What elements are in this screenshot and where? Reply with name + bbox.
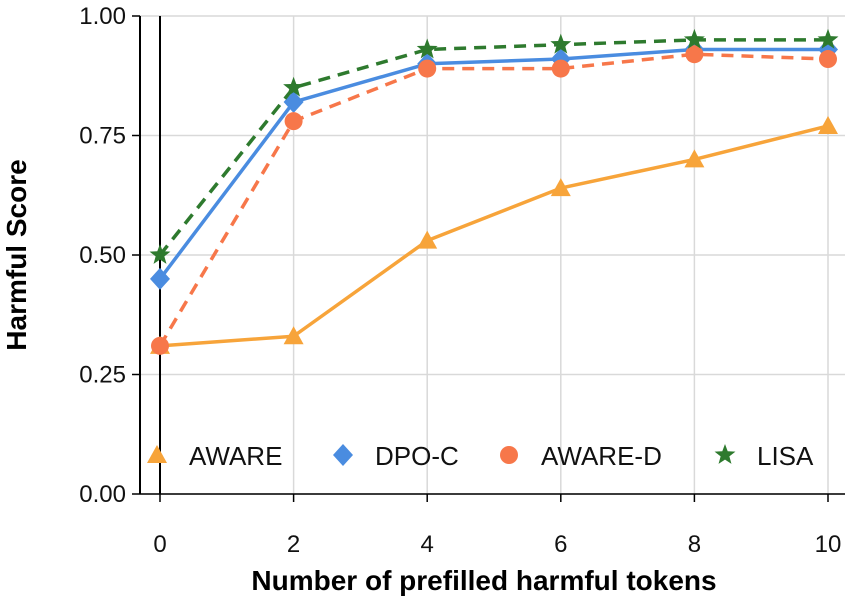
legend-item-lisa: LISA xyxy=(714,441,814,471)
x-tick-label: 10 xyxy=(815,531,842,558)
data-point xyxy=(685,45,704,64)
data-point xyxy=(551,59,570,78)
data-point xyxy=(550,33,572,54)
legend-marker xyxy=(500,446,518,464)
data-point xyxy=(418,59,437,78)
data-point xyxy=(283,326,304,345)
data-point xyxy=(818,115,838,134)
series-dpo-c xyxy=(150,38,838,290)
y-axis-title: Harmful Score xyxy=(1,159,32,350)
data-point xyxy=(684,149,705,168)
data-point xyxy=(817,28,839,49)
data-point xyxy=(550,178,571,197)
series-aware xyxy=(150,115,838,354)
data-point xyxy=(284,112,303,131)
series-line xyxy=(158,38,828,257)
data-point xyxy=(819,50,837,69)
data-point xyxy=(417,230,438,249)
tick-labels: 0.00 0.25 0.50 0.75 1.00 0 2 4 6 8 10 xyxy=(79,3,841,558)
legend: AWARE DPO-C AWARE-D LISA xyxy=(147,441,814,471)
legend-item-aware: AWARE xyxy=(147,441,282,471)
legend-label: DPO-C xyxy=(375,441,459,471)
y-tick-label: 0.00 xyxy=(79,481,126,508)
y-tick-label: 0.25 xyxy=(79,362,126,389)
legend-label: AWARE xyxy=(189,441,282,471)
legend-item-aware-d: AWARE-D xyxy=(500,441,662,471)
x-tick-label: 6 xyxy=(554,531,567,558)
legend-marker xyxy=(333,444,353,466)
legend-item-dpo-c: DPO-C xyxy=(333,441,459,471)
legend-marker xyxy=(714,444,736,464)
x-tick-label: 8 xyxy=(688,531,701,558)
x-axis-title: Number of prefilled harmful tokens xyxy=(251,565,716,596)
x-tick-label: 4 xyxy=(421,531,434,558)
data-point xyxy=(283,76,305,97)
data-point xyxy=(416,38,438,59)
legend-label: LISA xyxy=(757,441,814,471)
y-tick-label: 0.50 xyxy=(79,242,126,269)
legend-label: AWARE-D xyxy=(541,441,662,471)
series-lisa xyxy=(149,28,839,264)
series-line xyxy=(158,47,828,280)
x-tick-label: 0 xyxy=(153,531,166,558)
series-aware-d xyxy=(151,45,837,355)
data-point xyxy=(150,267,170,290)
y-tick-label: 0.75 xyxy=(79,123,126,150)
legend-marker xyxy=(147,445,167,463)
data-point xyxy=(683,28,705,49)
y-tick-label: 1.00 xyxy=(79,3,126,30)
data-point xyxy=(151,336,169,355)
x-tick-label: 2 xyxy=(287,531,300,558)
series-line xyxy=(159,124,829,348)
series-layer xyxy=(149,28,839,355)
grid xyxy=(140,15,845,495)
series-line xyxy=(158,52,829,347)
data-point xyxy=(149,244,171,264)
axes xyxy=(132,15,845,502)
